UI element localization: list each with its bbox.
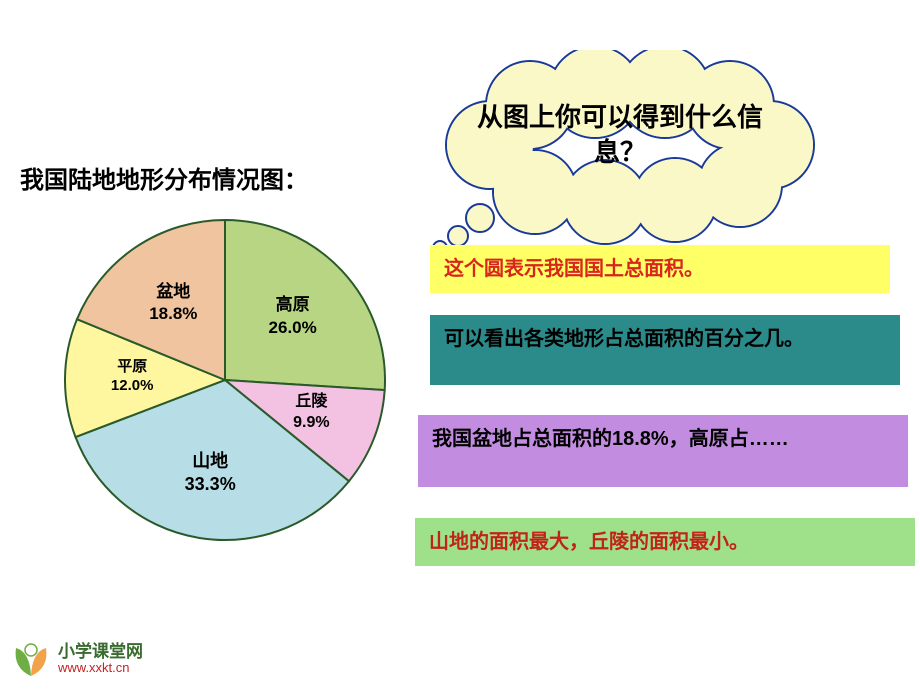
slice-pct: 9.9% [293, 414, 329, 431]
slice-pct: 33.3% [185, 474, 236, 494]
pie-slice-label: 平原 12.0% [87, 357, 177, 396]
thought-bubble: 从图上你可以得到什么信息？ [420, 70, 820, 200]
info-box-percentages: 可以看出各类地形占总面积的百分之几。 [430, 315, 900, 385]
info-box-basin-plateau: 我国盆地占总面积的18.8%，高原占…… [418, 415, 908, 487]
footer-text: 小学课堂网 www.xxkt.cn [58, 643, 143, 676]
site-name: 小学课堂网 [58, 643, 143, 662]
info-box-total-area: 这个圆表示我国国土总面积。 [430, 245, 890, 293]
site-url: www.xxkt.cn [58, 661, 143, 675]
slice-pct: 26.0% [269, 318, 317, 337]
slice-name: 盆地 [156, 282, 190, 301]
thought-bubble-text: 从图上你可以得到什么信息？ [420, 70, 820, 200]
footer-logo: 小学课堂网 www.xxkt.cn [10, 638, 143, 680]
slice-pct: 12.0% [111, 377, 154, 394]
site-logo-icon [10, 638, 52, 680]
info-box-max-min: 山地的面积最大，丘陵的面积最小。 [415, 518, 915, 566]
pie-chart: 高原 26.0% 丘陵 9.9% 山地 33.3% 平原 12.0% 盆地 18.8% [60, 215, 390, 545]
pie-slice-label: 丘陵 9.9% [266, 392, 356, 434]
slice-name: 丘陵 [295, 393, 327, 410]
slice-name: 山地 [192, 451, 228, 471]
pie-slice-label: 高原 26.0% [248, 294, 338, 338]
pie-slice-label: 山地 33.3% [165, 450, 255, 497]
slice-pct: 18.8% [149, 304, 197, 323]
pie-slice-label: 盆地 18.8% [128, 281, 218, 325]
slice-name: 高原 [276, 295, 310, 314]
slice-name: 平原 [117, 358, 147, 375]
chart-title: 我国陆地地形分布情况图： [20, 160, 308, 195]
